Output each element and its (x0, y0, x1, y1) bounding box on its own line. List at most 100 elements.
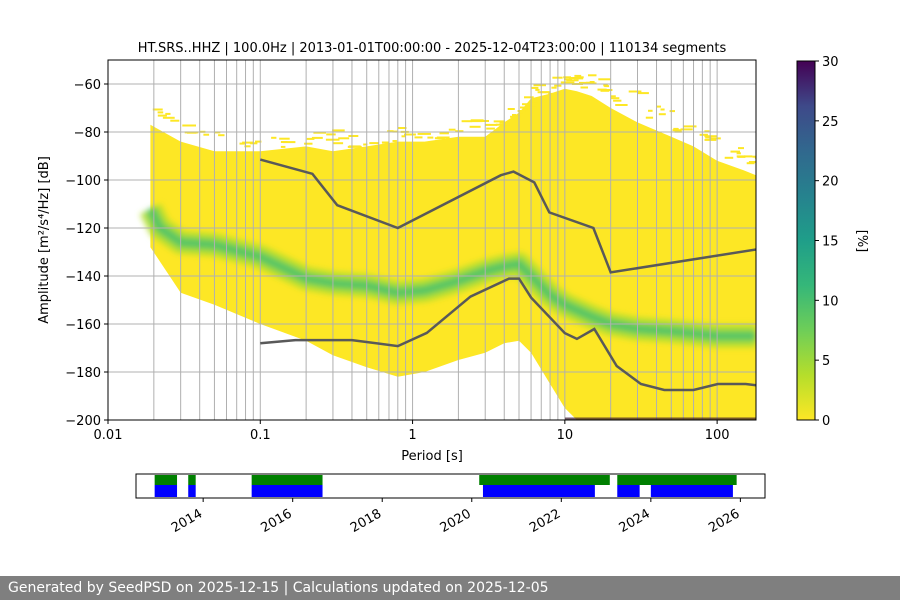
timeline-psd-range (154, 485, 178, 497)
colorbar-tick-label: 0 (822, 414, 830, 429)
speckle-cell (470, 119, 484, 122)
speckle-cell (744, 155, 753, 158)
speckle-cell (680, 128, 693, 131)
speckle-cell (602, 89, 613, 91)
x-tick-label: 1 (408, 428, 416, 443)
timeline-tick-label: 2026 (706, 506, 742, 536)
speckle-cell (522, 103, 532, 106)
x-axis-label: Period [s] (401, 449, 463, 464)
speckle-cell (392, 140, 397, 142)
colorbar-tick-label: 10 (822, 294, 839, 309)
speckle-cell (404, 133, 416, 136)
speckle-cell (660, 108, 665, 111)
speckle-cell (280, 141, 288, 143)
speckle-cell (615, 104, 628, 106)
chart-title: HT.SRS..HHZ | 100.0Hz | 2013-01-01T00:00… (138, 41, 727, 56)
plot-frame (107, 59, 757, 421)
chart-figure: HT.SRS..HHZ | 100.0Hz | 2013-01-01T00:00… (37, 41, 869, 536)
timeline-tick-label: 2018 (348, 506, 384, 536)
speckle-cell (683, 125, 697, 128)
speckle-cell (576, 76, 584, 79)
speckle-cell (517, 110, 526, 112)
speckle-cell (255, 140, 262, 143)
speckle-cell (363, 143, 368, 146)
speckle-cell (512, 114, 517, 116)
speckle-cell (369, 142, 379, 145)
speckle-cell (755, 155, 756, 158)
speckle-cell (510, 115, 521, 118)
density-speckle (152, 74, 756, 165)
plot-area (108, 60, 756, 420)
timeline-psd-range (251, 485, 323, 497)
speckle-cell (461, 120, 473, 123)
x-tick-label: 0.1 (250, 428, 271, 443)
speckle-cell (338, 137, 350, 140)
speckle-cell (563, 76, 571, 79)
speckle-cell (283, 141, 296, 144)
speckle-cell (242, 141, 254, 144)
speckle-cell (479, 120, 489, 122)
timeline-tick-label: 2022 (527, 506, 563, 536)
speckle-cell (754, 156, 756, 159)
speckle-cell (551, 86, 557, 89)
y-tick-label: −60 (74, 78, 101, 93)
speckle-cell (518, 111, 523, 114)
timeline-axis-ticks: 2014 2016 2018 2020 2022 2024 2026 (169, 498, 742, 536)
speckle-cell (203, 133, 210, 136)
speckle-cell (535, 88, 540, 91)
timeline-psd-range (482, 485, 595, 497)
speckle-cell (313, 131, 326, 134)
colorbar-tick-label: 20 (822, 175, 839, 190)
speckle-cell (588, 74, 597, 77)
speckle-cell (704, 135, 718, 138)
low-noise-model-line (260, 277, 756, 392)
speckle-cell (560, 81, 575, 84)
speckle-cell (610, 95, 616, 98)
speckle-cell (485, 123, 498, 126)
x-tick-label: 100 (705, 428, 730, 443)
speckle-cell (746, 162, 755, 165)
speckle-cell (486, 127, 495, 130)
y-tick-label: −100 (65, 174, 101, 189)
grid-lines (108, 60, 756, 420)
speckle-cell (279, 137, 290, 140)
timeline-available-range (479, 475, 610, 485)
speckle-cell (566, 79, 579, 82)
speckle-cell (434, 137, 445, 140)
colorbar-tick-label: 5 (822, 354, 830, 369)
timeline-tick-label: 2020 (438, 506, 474, 536)
speckle-cell (448, 128, 456, 131)
colorbar-label: [%] (854, 230, 869, 253)
speckle-cell (568, 77, 579, 79)
speckle-cell (533, 84, 546, 87)
y-tick-label: −140 (65, 270, 101, 285)
speckle-cell (730, 150, 740, 153)
speckle-cell (589, 81, 595, 83)
speckle-cell (493, 131, 508, 134)
speckle-cell (579, 81, 593, 84)
y-tick-label: −120 (65, 222, 101, 237)
speckle-cell (414, 136, 423, 139)
speckle-cell (271, 136, 277, 139)
timeline-available-range (154, 475, 178, 485)
speckle-cell (306, 137, 315, 140)
speckle-cell (401, 135, 406, 138)
speckle-cell (724, 156, 734, 159)
speckle-cell (628, 90, 642, 93)
speckle-cell (333, 142, 344, 145)
speckle-cell (590, 82, 597, 85)
bottom-dark-band (565, 417, 756, 420)
y-axis-label: Amplitude [m²/s⁴/Hz] [dB] (37, 156, 52, 324)
timeline-psd-segments (154, 485, 733, 497)
speckle-cell (520, 106, 529, 109)
speckle-cell (597, 88, 607, 91)
speckle-cell (326, 133, 336, 136)
speckle-cell (527, 102, 538, 105)
y-tick-label: −180 (65, 366, 101, 381)
timeline-available-range (188, 475, 196, 485)
footer-text: Generated by SeedPSD on 2025-12-15 | Cal… (8, 580, 549, 596)
speckle-cell (529, 106, 537, 109)
speckle-cell (548, 92, 557, 95)
footer-bar: Generated by SeedPSD on 2025-12-15 | Cal… (0, 576, 900, 600)
x-tick-label: 10 (557, 428, 574, 443)
